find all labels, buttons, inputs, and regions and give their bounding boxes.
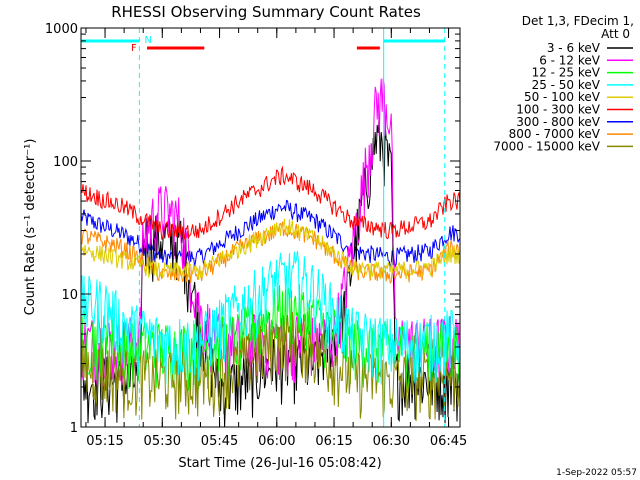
y-tick-label: 10 [61,288,78,303]
legend-label-6-12-kev: 6 - 12 keV [539,53,601,67]
footer-timestamp: 1-Sep-2022 05:57 [556,468,637,478]
x-tick-label: 05:30 [144,434,181,449]
y-tick-label: 100 [53,155,78,170]
legend-label-12-25-kev: 12 - 25 keV [532,66,601,80]
flare-label: F [131,43,137,54]
series-line-7000-15000-kev [80,311,461,422]
x-tick-label: 06:00 [258,434,295,449]
x-tick-label: 06:15 [315,434,352,449]
x-tick-label: 05:45 [201,434,238,449]
y-axis-label: Count Rate (s⁻¹ detector⁻¹) [23,139,38,316]
night-label: N [144,35,151,46]
legend-label-300-800-kev: 300 - 800 keV [516,115,600,129]
y-tick-label: 1000 [45,22,78,37]
plot-area [80,78,461,428]
legend-label-3-6-kev: 3 - 6 keV [547,41,601,55]
legend-label-800-7000-kev: 800 - 7000 keV [509,127,601,141]
axes: 1 10 100 1000 05:15 05:30 05:45 06:00 06:15 06:30… [45,22,467,449]
series-line-100-300-kev [80,165,461,240]
y-tick-label: 1 [70,421,78,436]
series-line-300-800-kev [80,199,461,269]
x-tick-label: 06:30 [373,434,410,449]
legend-header-line-2: Att 0 [601,27,630,41]
legend-label-50-100-kev: 50 - 100 keV [524,90,601,104]
legend-header-line-1: Det 1,3, FDecim 1, [522,14,634,28]
x-axis-label: Start Time (26-Jul-16 05:08:42) [178,456,381,471]
legend-label-25-50-kev: 25 - 50 keV [532,78,601,92]
x-tick-label: 06:45 [430,434,467,449]
chart-title: RHESSI Observing Summary Count Rates [111,3,421,21]
series-line-50-100-kev [80,218,461,280]
plot-frame [80,27,461,428]
annotation-overlay: NF [81,28,446,427]
legend-label-100-300-kev: 100 - 300 keV [516,103,600,117]
series-line-25-50-kev [80,250,461,385]
legend-label-7000-15000-kev: 7000 - 15000 keV [493,139,600,153]
x-tick-label: 05:15 [86,434,123,449]
